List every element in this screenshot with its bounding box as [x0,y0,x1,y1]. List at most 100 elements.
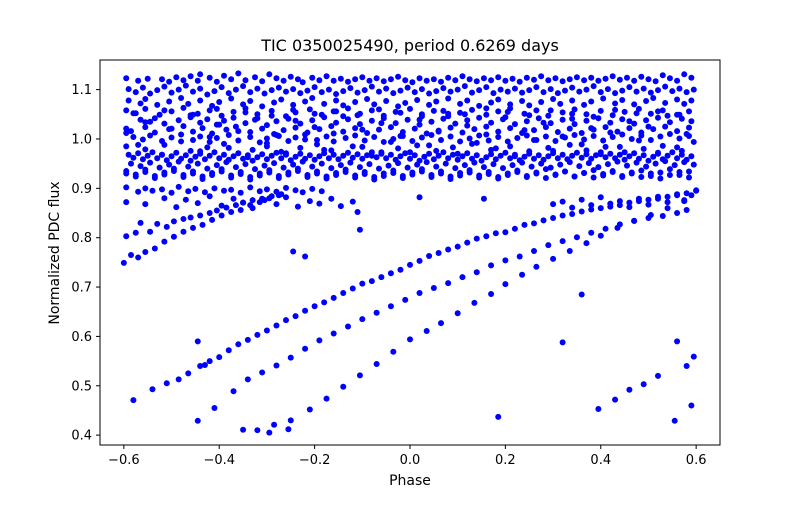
data-point [163,380,170,387]
data-point [259,78,266,85]
data-point [306,198,313,205]
data-point [235,341,242,348]
data-point [674,128,681,135]
data-point [275,192,282,199]
data-point [330,151,337,158]
data-point [461,111,468,118]
data-point [292,134,299,141]
data-point [337,162,344,169]
data-point [292,187,299,194]
data-point [397,133,404,140]
data-point [142,146,149,153]
data-point [664,152,671,159]
data-point [674,192,681,199]
data-point [247,89,254,96]
data-point [511,153,518,160]
data-point [426,101,433,108]
data-point [137,116,144,123]
data-point [290,106,297,113]
data-point [304,87,311,94]
data-point [659,72,666,79]
data-point [283,88,289,95]
data-point [225,144,232,151]
data-point [571,121,578,128]
data-point [168,153,175,160]
data-point [230,114,237,121]
y-axis-ticks: 0.4 0.5 0.6 0.7 0.8 0.9 1.0 1.1 [71,83,100,444]
data-point [161,169,168,176]
data-point [571,106,578,113]
data-point [361,169,368,176]
data-point [533,263,540,270]
data-point [244,376,251,383]
data-point [256,139,263,146]
data-point [459,274,466,281]
data-point [254,154,261,161]
data-point [271,160,278,167]
data-point [333,108,340,115]
data-point [495,413,502,420]
data-point [206,107,213,114]
data-point [569,84,576,91]
data-point [123,75,130,82]
data-point [395,145,402,152]
data-point [161,107,168,114]
data-point [390,348,397,355]
data-point [225,132,232,139]
data-point [302,345,309,352]
data-point [523,172,530,179]
data-point [452,165,459,172]
data-point [302,131,309,138]
data-point [159,186,165,193]
data-point [254,331,261,338]
data-point [645,201,652,208]
data-point [123,168,130,175]
data-point [387,76,394,83]
data-point [414,96,421,103]
data-point [178,138,185,145]
data-point [554,155,561,162]
data-point [566,125,573,132]
data-point [192,153,199,160]
data-point [161,83,168,90]
data-point [423,327,430,334]
data-point [204,144,211,151]
data-point [378,150,385,157]
data-point [180,172,187,179]
data-point [631,77,638,84]
data-point [306,152,313,159]
data-point [647,110,654,117]
data-point [404,164,411,171]
data-point [368,278,375,285]
data-point [433,98,440,105]
data-point [232,202,239,209]
data-point [254,427,261,434]
data-point [473,152,480,159]
data-point [290,248,297,255]
data-point [373,154,380,161]
data-point [290,86,297,93]
data-point [576,163,583,170]
data-point [430,76,437,83]
data-point [309,74,316,81]
data-point [626,153,633,160]
data-point [588,74,595,81]
data-point [287,417,294,424]
data-point [225,90,232,97]
data-point [190,111,196,118]
data-point [531,127,537,134]
data-point [302,307,309,314]
data-point [261,162,268,169]
data-point [635,105,642,112]
data-point [449,144,456,151]
data-point [294,165,301,172]
data-point [271,421,278,428]
data-point [526,112,533,119]
y-axis-label: Normalized PDC flux [47,181,63,324]
data-point [569,211,576,217]
data-point [483,233,490,240]
data-point [457,170,464,177]
data-point [395,160,402,167]
data-point [263,122,270,129]
data-point [368,107,375,114]
